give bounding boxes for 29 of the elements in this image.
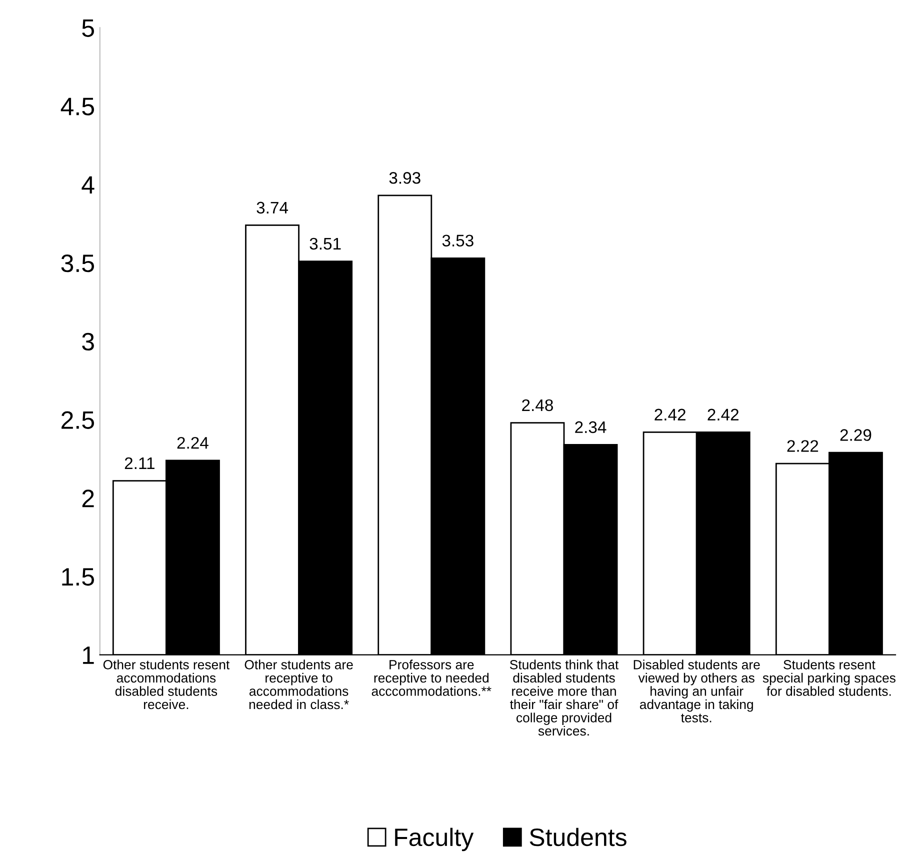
y-tick-label: 4.5 (60, 98, 94, 116)
data-label: 2.24 (177, 436, 208, 449)
data-label: 2.11 (124, 457, 154, 469)
data-label: 2.42 (654, 408, 686, 420)
data-label: 2.29 (840, 429, 872, 441)
x-tick-label: Students resent special parking spaces for disabled students. (762, 660, 896, 696)
x-tick-label: Students think that disabled students receive more than their "fair share" of college provided services. (510, 660, 619, 736)
x-tick-label: Other students resent accommodations disabled students receive. (103, 660, 230, 710)
data-label: 3.74 (256, 202, 288, 214)
x-tick-label: Disabled students are viewed by others as having an unfair advantage in taking tests. (634, 660, 760, 722)
legend-label: Students (530, 828, 626, 846)
data-label: 2.42 (708, 408, 739, 420)
data-label: 3.93 (389, 172, 420, 184)
x-tick-label: Professors are receptive to needed acccommodations.** (372, 660, 492, 696)
y-tick-label: 1 (83, 646, 94, 664)
x-tick-label: Other students are receptive to accommodations needed in class.* (244, 660, 353, 710)
y-tick-label: 2.5 (62, 411, 94, 429)
data-label: 2.34 (575, 421, 606, 434)
data-label: 3.53 (442, 234, 474, 247)
legend-label: Faculty (395, 828, 474, 852)
y-tick-label: 3 (82, 332, 94, 351)
y-tick-label: 2 (82, 490, 94, 508)
y-tick-label: 3.5 (61, 254, 94, 272)
data-label: 2.22 (787, 440, 818, 452)
data-label: 2.48 (522, 399, 553, 412)
y-tick-label: 4 (82, 176, 94, 194)
y-tick-label: 1.5 (62, 568, 94, 586)
data-label: 3.51 (310, 238, 341, 250)
y-tick-label: 5 (82, 20, 94, 37)
